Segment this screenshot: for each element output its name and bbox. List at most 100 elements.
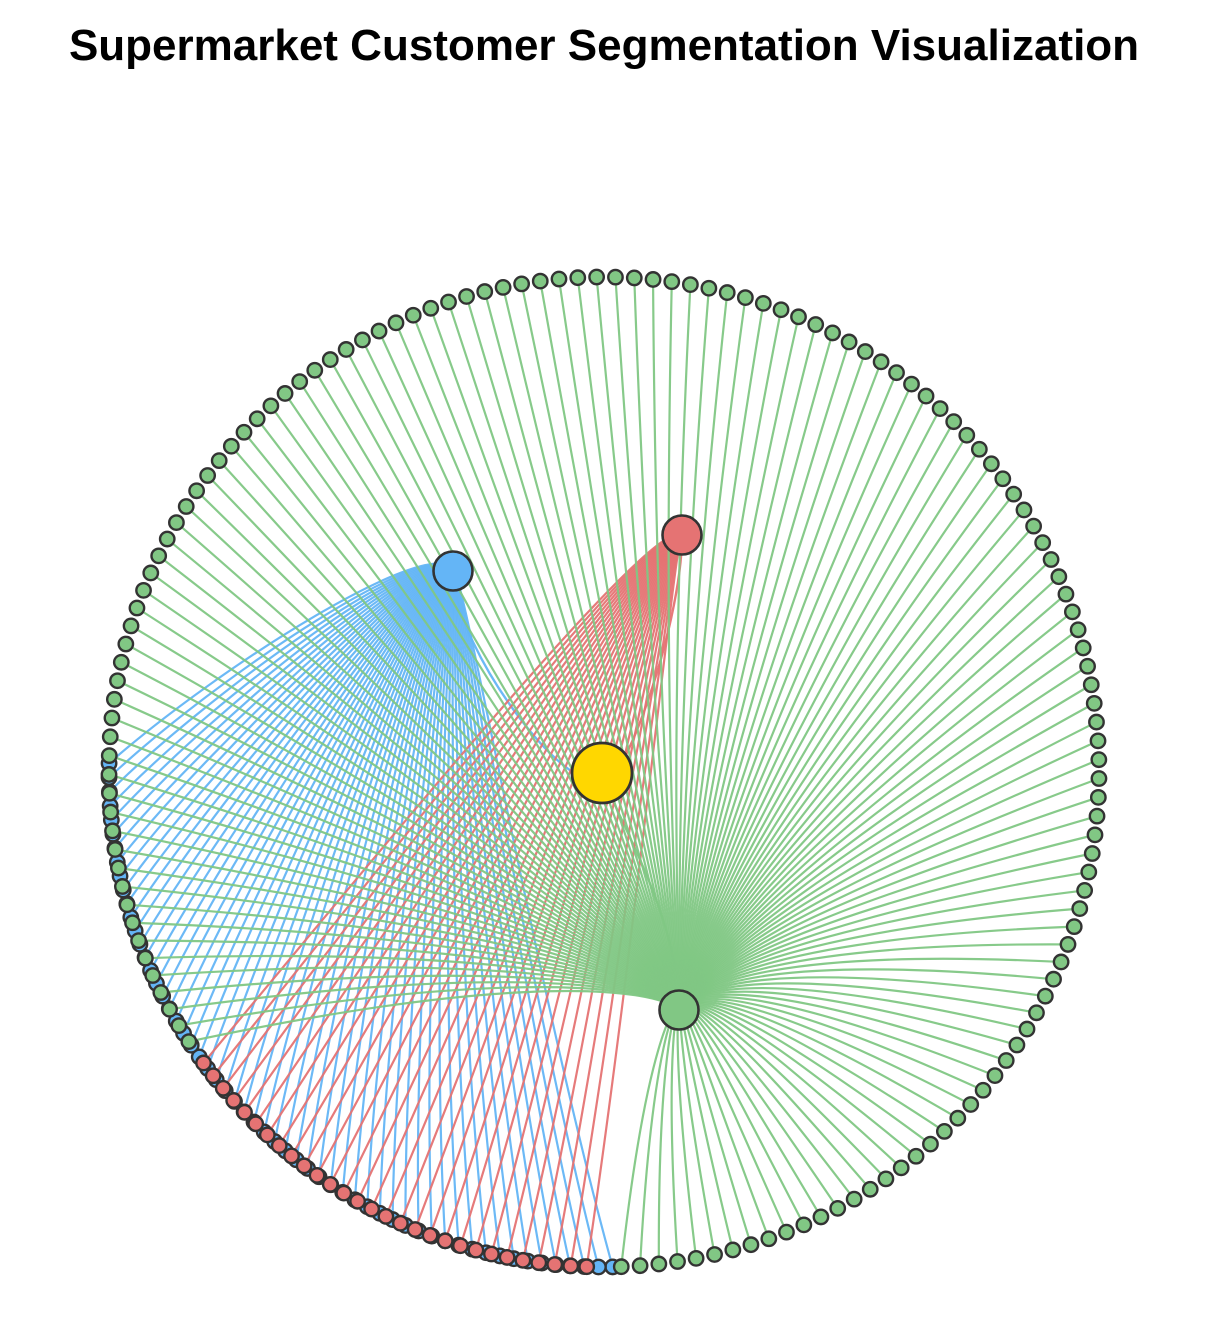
green-leaf-node	[1076, 882, 1094, 899]
green-leaf-node	[150, 547, 168, 565]
green-leaf-node	[130, 932, 147, 949]
red-leaf-node	[247, 1115, 265, 1133]
red-leaf-node	[236, 1103, 253, 1121]
green-leaf-node	[644, 271, 662, 288]
green-leaf-node	[807, 316, 825, 333]
green-leaf-node	[625, 269, 643, 287]
green-leaf-link	[677, 1006, 734, 1251]
green-leaf-node	[161, 1000, 178, 1018]
red-leaf-node	[321, 1176, 339, 1193]
red-leaf-node	[546, 1256, 564, 1273]
green-leaf-node	[772, 301, 790, 319]
green-leaf-node	[550, 270, 568, 288]
green-leaf-node	[168, 514, 185, 532]
green-leaf-node	[422, 299, 440, 317]
green-leaf-node	[1088, 713, 1105, 731]
green-leaf-node	[276, 385, 294, 402]
green-leaf-node	[128, 599, 146, 617]
red-leaf-node	[335, 1184, 353, 1202]
red-leaf-node	[562, 1257, 580, 1275]
red-leaf-node	[530, 1254, 548, 1272]
green-leaf-node	[922, 1135, 939, 1153]
green-leaf-node	[458, 288, 475, 305]
blue-segment-node	[432, 550, 474, 592]
green-leaf-node	[1090, 770, 1108, 787]
green-leaf-node	[222, 437, 240, 455]
green-leaf-node	[1082, 676, 1100, 694]
green-leaf-node	[1052, 953, 1070, 971]
red-leaf-node	[283, 1147, 300, 1165]
green-leaf-node	[103, 709, 121, 727]
red-leaf-node	[498, 1249, 516, 1266]
green-leaf-node	[114, 878, 131, 895]
green-leaf-node	[440, 293, 457, 311]
green-leaf-node	[158, 530, 176, 548]
green-leaf-node	[188, 482, 206, 500]
green-leaf-node	[892, 1159, 910, 1177]
inner-nodes-layer	[432, 514, 703, 1031]
green-leaf-node	[262, 397, 280, 415]
red-leaf-node	[295, 1157, 313, 1175]
green-leaf-node	[724, 1241, 742, 1259]
green-leaf-node	[387, 314, 405, 332]
green-leaf-node	[706, 1246, 723, 1263]
green-leaf-node	[112, 653, 130, 671]
root-node	[570, 741, 634, 805]
green-leaf-node	[101, 728, 119, 746]
green-leaf-link	[678, 1005, 839, 1209]
green-leaf-node	[962, 1096, 980, 1113]
green-leaf-node	[760, 1230, 778, 1248]
green-leaf-node	[888, 364, 905, 382]
green-leaf-node	[1036, 987, 1054, 1005]
green-leaf-node	[1057, 585, 1075, 603]
green-leaf-node	[1071, 900, 1089, 918]
green-leaf-node	[1063, 603, 1081, 621]
green-leaf-node	[170, 1017, 188, 1035]
green-leaf-node	[354, 331, 371, 349]
red-leaf-node	[467, 1241, 485, 1259]
green-leaf-node	[845, 1190, 863, 1208]
green-leaf-node	[994, 470, 1012, 488]
red-leaf-node	[349, 1192, 366, 1210]
green-leaf-node	[235, 423, 253, 441]
green-leaf-node	[861, 1180, 879, 1198]
red-leaf-node	[308, 1166, 326, 1184]
green-leaf-node	[1085, 694, 1103, 712]
green-leaf-node	[1080, 863, 1098, 881]
green-leaf-node	[718, 284, 736, 301]
green-leaf-node	[1050, 568, 1068, 586]
green-leaf-node	[778, 1223, 795, 1241]
green-leaf-node	[104, 822, 121, 840]
page-title: Supermarket Customer Segmentation Visual…	[68, 21, 1140, 70]
red-leaf-node	[406, 1221, 424, 1238]
green-leaf-node	[370, 322, 388, 340]
green-leaf-node	[1034, 534, 1052, 552]
red-leaf-node	[578, 1258, 596, 1276]
green-leaf-node	[736, 289, 754, 307]
red-leaf-node	[204, 1067, 222, 1085]
green-leaf-node	[931, 400, 949, 418]
green-leaf-node	[612, 1258, 630, 1276]
green-leaf-node	[142, 564, 160, 582]
green-leaf-node	[152, 984, 170, 1001]
green-leaf-node	[513, 275, 531, 293]
green-leaf-node	[1025, 517, 1043, 535]
green-leaf-node	[681, 276, 699, 293]
green-leaf-node	[872, 353, 890, 371]
green-leaf-node	[1065, 918, 1083, 936]
red-leaf-node	[514, 1251, 532, 1269]
green-leaf-node	[122, 617, 140, 635]
green-leaf-node	[1045, 970, 1062, 988]
green-leaf-node	[742, 1236, 760, 1254]
red-leaf-node	[225, 1092, 243, 1109]
green-leaf-node	[1008, 1036, 1026, 1054]
green-leaf-node	[494, 278, 512, 296]
green-leaf-node	[917, 387, 935, 405]
green-leaf-node	[106, 841, 124, 858]
green-leaf-node	[1018, 1020, 1036, 1038]
green-leaf-node	[105, 690, 123, 708]
red-leaf-node	[258, 1126, 276, 1144]
green-leaf-node	[958, 426, 976, 444]
green-leaf-node	[248, 410, 266, 428]
green-leaf-node	[135, 581, 152, 599]
